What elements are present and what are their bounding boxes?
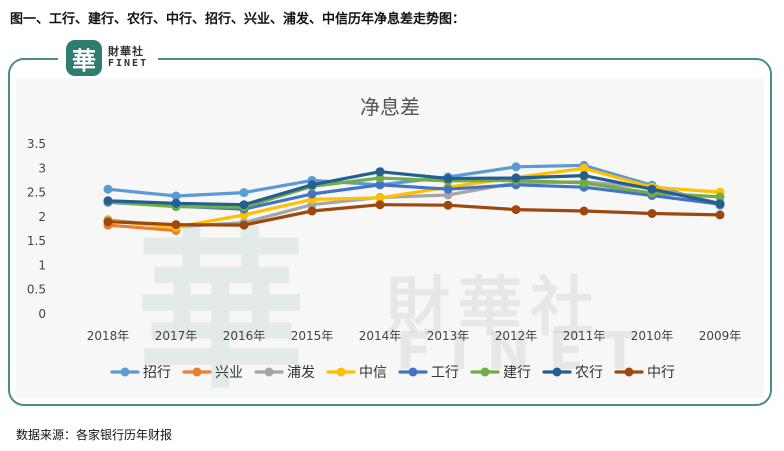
data-point — [511, 162, 521, 172]
data-point — [579, 163, 589, 173]
x-tick-label: 2015年 — [291, 329, 334, 343]
data-source-note: 数据来源：各家银行历年财报 — [16, 428, 173, 442]
data-point — [579, 171, 589, 181]
y-tick-label: 1 — [38, 258, 46, 272]
legend-label: 浦发 — [287, 365, 315, 381]
legend-marker — [192, 367, 202, 377]
legend-label: 中信 — [359, 365, 387, 381]
data-point — [171, 191, 181, 201]
series-line — [106, 203, 722, 227]
data-point — [375, 200, 385, 210]
series-line — [106, 176, 722, 209]
data-point — [647, 184, 657, 194]
chart-title: 净息差 — [360, 95, 420, 119]
data-point — [375, 167, 385, 177]
data-point — [443, 184, 453, 194]
data-point — [579, 206, 589, 216]
data-point — [715, 210, 725, 220]
data-point — [171, 198, 181, 208]
logo-name-cn: 財華社 — [108, 45, 144, 58]
data-point — [239, 220, 249, 230]
data-point — [239, 200, 249, 210]
data-point — [375, 173, 385, 183]
data-point — [307, 180, 317, 190]
legend-marker — [552, 367, 562, 377]
data-point — [103, 196, 113, 206]
x-tick-label: 2017年 — [155, 329, 198, 343]
data-point — [647, 209, 657, 218]
data-point — [511, 205, 521, 215]
chart-area: 華 財華社 FINET 净息差 0 0.5 1 1.5 2 2.5 3 3.5 2018年 2017… — [16, 78, 764, 412]
data-point — [103, 217, 113, 227]
data-point — [511, 173, 521, 183]
watermark-text-en: FINET — [396, 322, 656, 382]
data-point — [307, 189, 317, 199]
y-tick-label: 3 — [38, 161, 46, 175]
y-tick-label: 0.5 — [27, 283, 46, 297]
y-tick-label: 2 — [38, 210, 46, 224]
chart-frame — [8, 58, 772, 406]
legend-label: 招行 — [143, 365, 171, 381]
legend-label: 中行 — [647, 365, 675, 381]
x-tick-label: 2018年 — [87, 329, 130, 343]
x-tick-label: 2013年 — [427, 329, 470, 343]
legend-marker — [408, 367, 418, 377]
x-tick-label: 2010年 — [631, 329, 674, 343]
legend-marker — [120, 367, 130, 377]
data-point — [103, 184, 113, 194]
x-tick-label: 2012年 — [495, 329, 538, 343]
legend-marker — [264, 367, 274, 377]
data-point — [443, 200, 453, 210]
watermark-glyph: 華 — [136, 212, 307, 412]
x-tick-label: 2011年 — [563, 329, 606, 343]
legend-label: 建行 — [503, 365, 531, 381]
series-line — [106, 166, 722, 229]
y-tick-label: 1.5 — [27, 234, 46, 248]
page-heading: 图一、工行、建行、农行、中行、招行、兴业、浦发、中信历年净息差走势图： — [10, 12, 466, 27]
legend-marker — [336, 367, 346, 377]
logo-name-en: FINET — [108, 58, 149, 69]
legend-label: 工行 — [431, 365, 459, 381]
watermark-text-cn: 財華社 — [386, 271, 602, 345]
data-point — [375, 193, 385, 203]
x-tick-label: 2016年 — [223, 329, 266, 343]
logo-text: 財華社 FINET — [108, 46, 148, 70]
x-tick-label: 2014年 — [359, 329, 402, 343]
series-line — [106, 223, 178, 233]
legend-marker — [480, 367, 490, 377]
data-point — [579, 178, 589, 188]
data-point — [443, 174, 453, 183]
data-point — [375, 180, 385, 190]
y-tick-label: 2.5 — [27, 186, 46, 200]
legend-marker — [624, 367, 634, 377]
data-point — [239, 188, 249, 198]
logo-badge: 華 — [66, 40, 102, 76]
series-line — [106, 170, 722, 207]
x-tick-label: 2009年 — [699, 329, 742, 343]
y-tick-label: 0 — [38, 307, 46, 321]
data-point — [715, 192, 725, 202]
legend-label: 农行 — [575, 365, 603, 381]
finet-logo: 華 財華社 FINET — [58, 40, 159, 76]
net-interest-margin-chart: 净息差 0 0.5 1 1.5 2 2.5 3 3.5 2018年 2017年 2016年 2015年 2… — [27, 95, 742, 381]
legend-label: 兴业 — [215, 365, 243, 381]
data-point — [307, 206, 317, 216]
data-point — [171, 220, 181, 230]
data-point — [715, 199, 725, 209]
y-tick-label: 3.5 — [27, 137, 46, 151]
